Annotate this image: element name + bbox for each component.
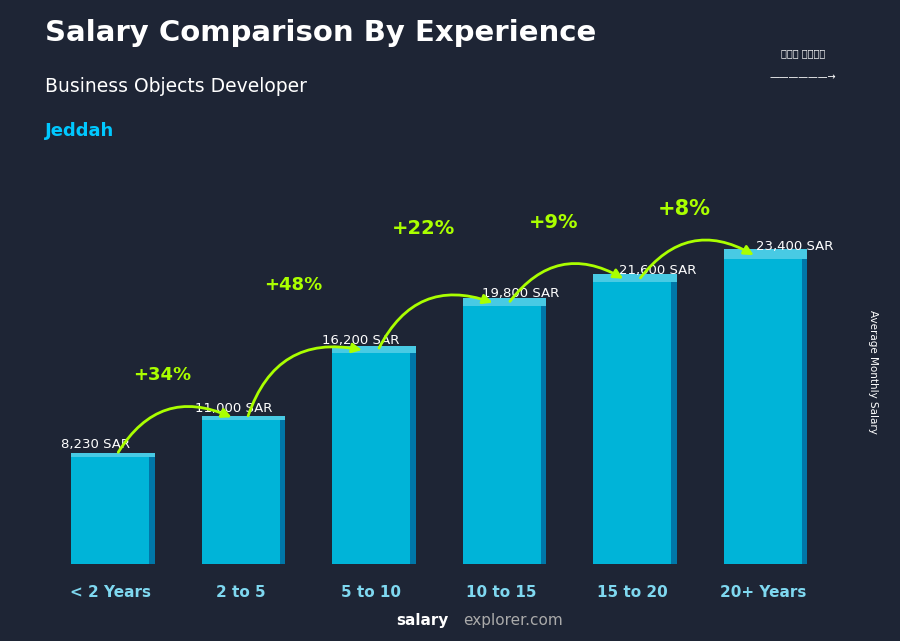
Text: +48%: +48%	[264, 276, 322, 294]
Polygon shape	[332, 346, 416, 353]
Text: 20+ Years: 20+ Years	[720, 585, 806, 600]
Text: ——————→: ——————→	[770, 72, 837, 83]
Text: < 2 Years: < 2 Years	[70, 585, 151, 600]
Text: Salary Comparison By Experience: Salary Comparison By Experience	[45, 19, 596, 47]
Polygon shape	[280, 420, 285, 564]
Polygon shape	[463, 298, 546, 306]
Text: 19,800 SAR: 19,800 SAR	[482, 287, 560, 301]
Text: +8%: +8%	[658, 199, 711, 219]
Text: 10 to 15: 10 to 15	[466, 585, 537, 600]
Text: 2 to 5: 2 to 5	[216, 585, 266, 600]
Polygon shape	[802, 258, 807, 564]
Polygon shape	[671, 282, 677, 564]
Bar	[463, 306, 541, 564]
Bar	[724, 258, 802, 564]
Polygon shape	[541, 306, 546, 564]
Text: explorer.com: explorer.com	[464, 613, 563, 628]
Bar	[593, 282, 671, 564]
Text: Average Monthly Salary: Average Monthly Salary	[868, 310, 878, 434]
Bar	[332, 353, 410, 564]
Text: 21,600 SAR: 21,600 SAR	[619, 264, 697, 277]
Polygon shape	[71, 453, 155, 456]
Text: Business Objects Developer: Business Objects Developer	[45, 77, 307, 96]
Text: 5 to 10: 5 to 10	[341, 585, 401, 600]
Text: salary: salary	[396, 613, 448, 628]
Polygon shape	[593, 274, 677, 282]
Text: +9%: +9%	[529, 213, 579, 233]
Bar	[71, 456, 149, 564]
Polygon shape	[202, 416, 285, 420]
Text: 23,400 SAR: 23,400 SAR	[756, 240, 833, 253]
Text: بسم الله: بسم الله	[781, 49, 825, 58]
Text: Jeddah: Jeddah	[45, 122, 114, 140]
Polygon shape	[149, 456, 155, 564]
Text: 16,200 SAR: 16,200 SAR	[321, 335, 399, 347]
Bar	[202, 420, 280, 564]
Text: 8,230 SAR: 8,230 SAR	[60, 438, 130, 451]
Polygon shape	[410, 353, 416, 564]
Text: 15 to 20: 15 to 20	[597, 585, 668, 600]
Polygon shape	[724, 249, 807, 258]
Text: +22%: +22%	[392, 219, 455, 238]
Text: +34%: +34%	[133, 366, 192, 384]
Text: 11,000 SAR: 11,000 SAR	[195, 402, 273, 415]
